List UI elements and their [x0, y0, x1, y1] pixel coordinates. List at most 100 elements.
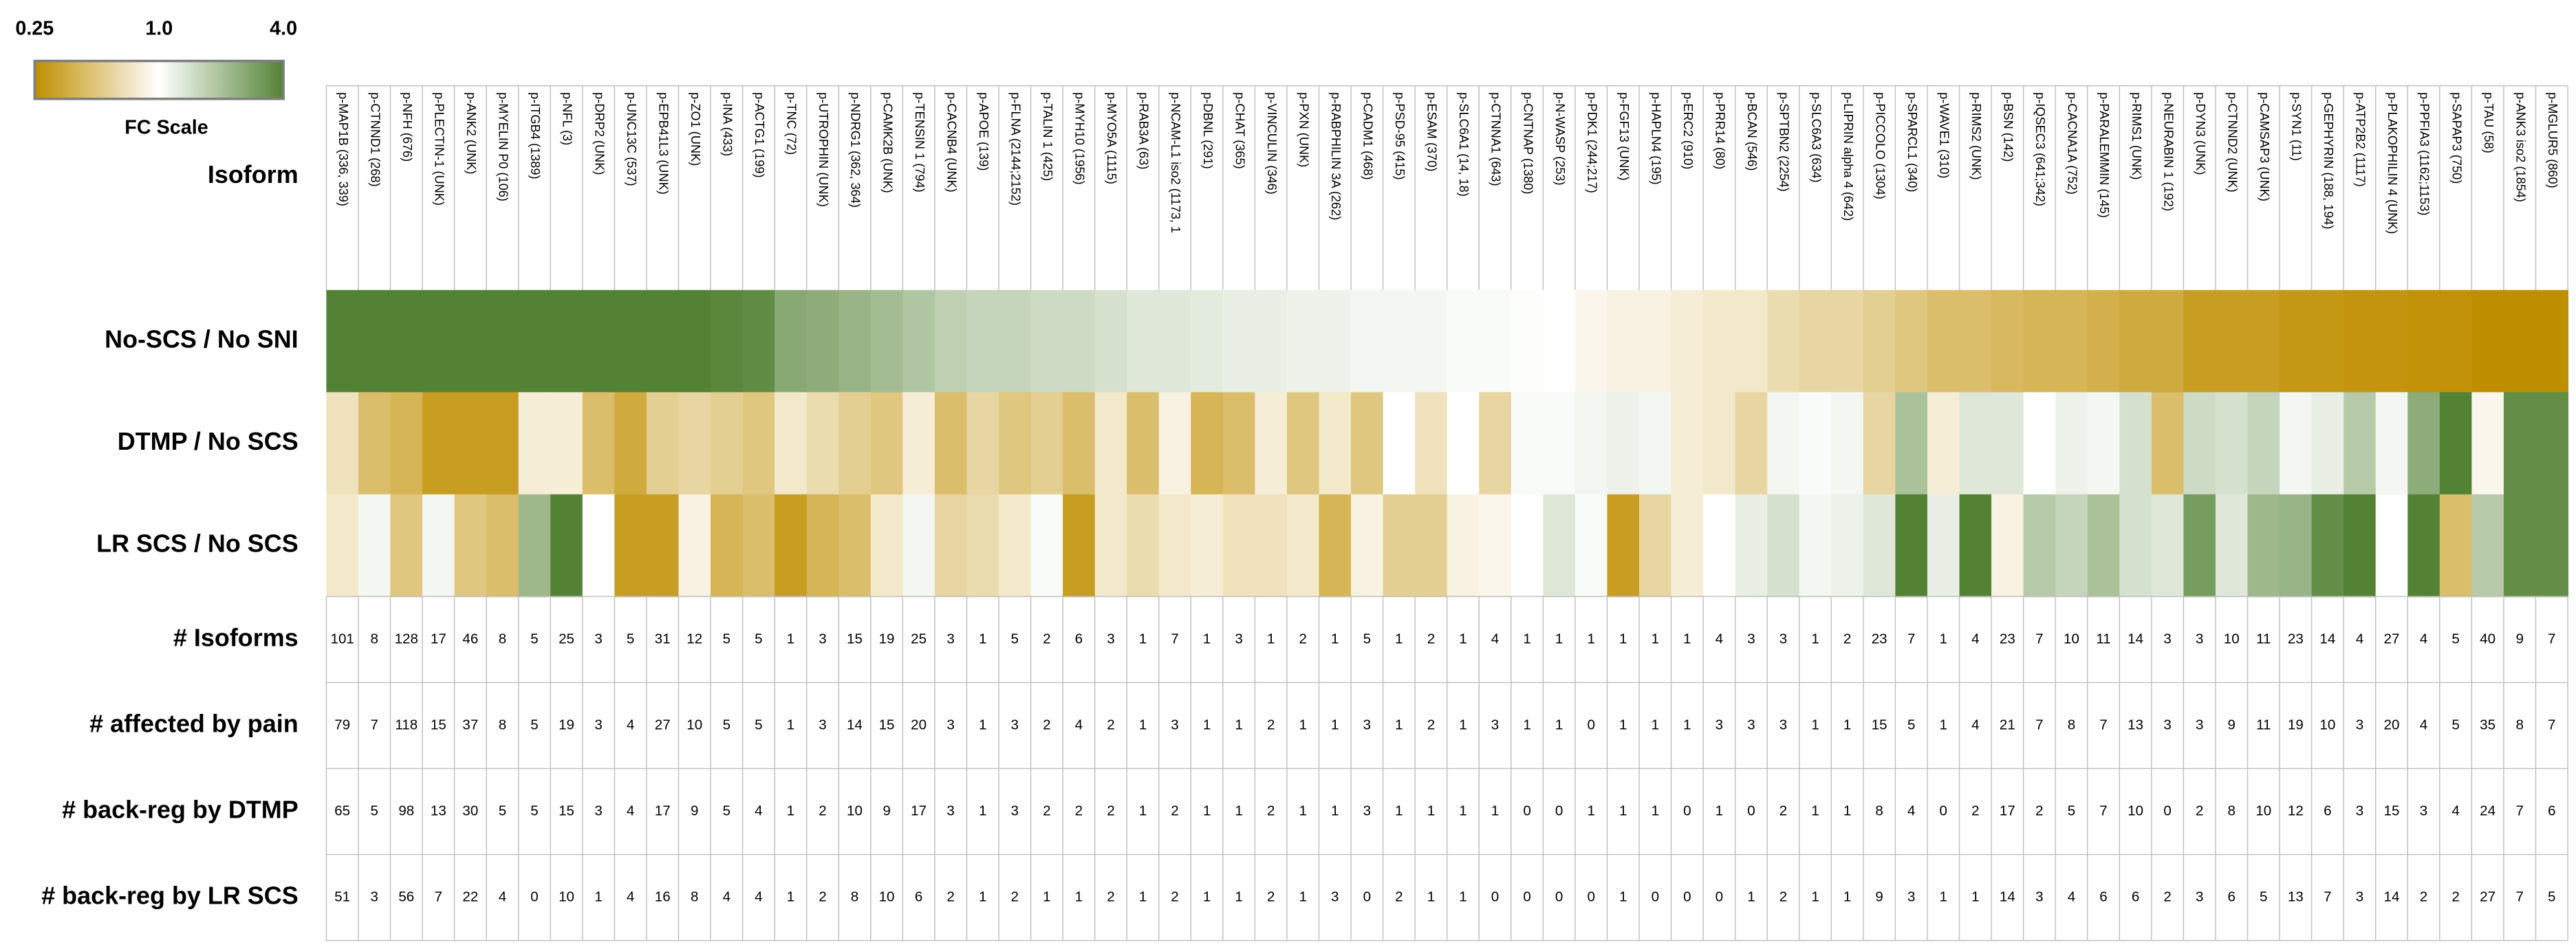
table-value: 8	[691, 889, 698, 905]
column-label: p-CAMSAP3 (UNK)	[2258, 92, 2271, 202]
table-value: 8	[2515, 717, 2523, 732]
column-header: Isoform	[208, 160, 299, 188]
heat-cell	[806, 290, 840, 393]
table-value: 5	[2548, 889, 2555, 905]
table-value: 46	[462, 631, 478, 646]
heat-cell	[1703, 290, 1736, 393]
table-value: 118	[395, 717, 418, 732]
heat-cell	[2503, 494, 2537, 598]
table-value: 1	[1491, 803, 1499, 818]
table-value: 1	[1683, 631, 1691, 646]
table-value: 25	[559, 631, 574, 646]
table-value: 1	[1811, 717, 1819, 732]
heat-cell	[1639, 290, 1672, 393]
column-label: p-CTNNA1 (643)	[1489, 92, 1503, 186]
table-value: 98	[398, 803, 414, 818]
table-row-label: # back-reg by DTMP	[62, 796, 299, 824]
heat-cell	[2407, 494, 2440, 598]
heat-cell	[2023, 494, 2057, 598]
heat-cell	[1511, 392, 1544, 495]
table-value: 1	[1587, 803, 1594, 818]
heat-cell	[1063, 392, 1096, 495]
table-value: 5	[1363, 631, 1371, 646]
table-value: 7	[2515, 803, 2523, 818]
heat-cell	[2247, 290, 2281, 393]
table-value: 7	[2515, 889, 2523, 905]
table-value: 128	[395, 631, 418, 646]
heat-cell	[1191, 392, 1224, 495]
table-value: 1	[1331, 803, 1339, 818]
heat-cell	[775, 494, 808, 598]
table-value: 0	[1587, 717, 1594, 732]
table-value: 23	[2000, 631, 2015, 646]
table-value: 1	[1459, 717, 1466, 732]
heat-cell	[1222, 290, 1256, 393]
table-value: 13	[2128, 717, 2143, 732]
heat-cell	[2023, 392, 2057, 495]
column-label: p-HAPLN4 (195)	[1649, 92, 1663, 184]
table-value: 0	[1652, 889, 1659, 905]
column-label: p-CHAT (365)	[1233, 92, 1246, 169]
heat-cell	[2247, 494, 2281, 598]
heat-cell	[934, 290, 968, 393]
column-label: p-TNC (72)	[785, 92, 799, 155]
heat-cell	[1831, 392, 1864, 495]
column-label: p-APOE (139)	[977, 92, 991, 171]
heat-cell	[358, 494, 391, 598]
column-label: p-IQSEC3 (641;342)	[2033, 92, 2047, 206]
table-value: 3	[1363, 803, 1371, 818]
heat-cell	[614, 494, 647, 598]
table-value: 7	[371, 717, 378, 732]
table-value: 2	[1779, 803, 1787, 818]
table-value: 14	[2319, 631, 2335, 646]
heat-cell	[870, 290, 904, 393]
table-value: 5	[1907, 717, 1915, 732]
scale-bar	[33, 59, 285, 100]
table-value: 3	[2163, 717, 2171, 732]
table-value: 7	[1907, 631, 1915, 646]
table-value: 3	[946, 717, 954, 732]
heat-cell	[454, 392, 488, 495]
table-value: 1	[1043, 889, 1050, 905]
heat-cell	[2535, 392, 2568, 495]
table-value: 2	[1971, 803, 1979, 818]
table-value: 5	[2068, 803, 2075, 818]
column-label: p-PLAKOPHILIN 4 (UNK)	[2385, 92, 2399, 234]
heat-cell	[518, 290, 552, 393]
heat-cell	[2119, 494, 2152, 598]
heat-cell	[1222, 392, 1256, 495]
table-value: 2	[1427, 717, 1435, 732]
heat-cell	[2087, 392, 2121, 495]
table-value: 12	[2288, 803, 2304, 818]
table-value: 23	[2288, 631, 2304, 646]
table-value: 17	[655, 803, 671, 818]
column-label: p-PDK1 (244;217)	[1585, 92, 1599, 193]
heat-cell	[2439, 290, 2473, 393]
table-value: 20	[911, 717, 927, 732]
row-label: DTMP / No SCS	[118, 427, 299, 455]
table-value: 79	[334, 717, 350, 732]
heat-cell	[326, 290, 359, 393]
table-value: 2	[1267, 889, 1275, 905]
column-label: p-NCAM-L1 iso2 (1173, 1	[1169, 92, 1182, 233]
heat-cell	[1671, 494, 1704, 598]
heat-cell	[2151, 494, 2185, 598]
table-value: 14	[2000, 889, 2015, 905]
heat-cell	[870, 392, 904, 495]
heat-cell	[1127, 290, 1160, 393]
table-value: 13	[431, 803, 446, 818]
heat-cell	[934, 494, 968, 598]
heat-cell	[2375, 392, 2409, 495]
column-label: p-PARALEMMIN (145)	[2097, 92, 2111, 218]
table-value: 1	[1459, 803, 1466, 818]
column-label: p-CADM1 (468)	[1361, 92, 1375, 179]
table-value: 4	[1491, 631, 1499, 646]
column-label: p-RIMS2 (UNK)	[1969, 92, 1983, 179]
table-value: 0	[1363, 889, 1371, 905]
table-value: 0	[1523, 803, 1530, 818]
heat-cell	[775, 290, 808, 393]
table-value: 51	[334, 889, 350, 905]
column-label: p-PXN (UNK)	[1297, 92, 1310, 167]
heat-cell	[326, 392, 359, 495]
heat-cell	[390, 494, 424, 598]
